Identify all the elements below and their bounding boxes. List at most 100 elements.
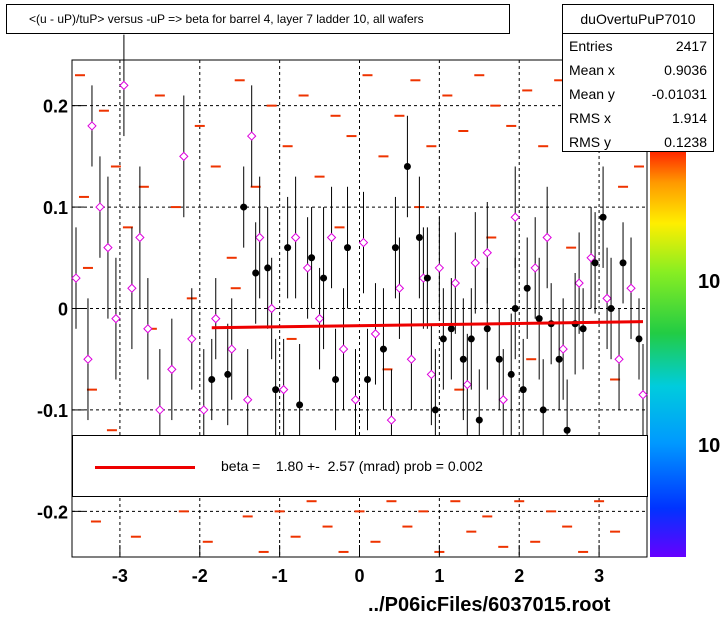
colorbar-label-upper: 10 (698, 271, 720, 293)
magenta-point (602, 293, 612, 304)
magenta-point (211, 313, 221, 324)
black-point (296, 401, 304, 409)
plot-title: <(u - uP)/tuP> versus -uP => beta for ba… (29, 12, 424, 26)
black-point (252, 269, 260, 277)
magenta-point (242, 395, 253, 405)
magenta-point (638, 390, 648, 400)
magenta-point (406, 354, 417, 364)
stats-label: Mean x (569, 62, 615, 78)
black-point (224, 370, 232, 378)
magenta-point (530, 263, 540, 273)
black-point (475, 416, 483, 424)
black-point (403, 163, 411, 170)
black-point (519, 386, 527, 394)
black-point (308, 254, 316, 262)
stats-row: RMS y 0.1238 (563, 130, 713, 154)
magenta-point (167, 364, 177, 375)
black-point (511, 305, 519, 312)
stats-value: 2417 (675, 38, 707, 54)
magenta-point (586, 253, 596, 263)
x-tick-label: 0 (354, 566, 364, 586)
magenta-point (227, 344, 237, 354)
magenta-point (87, 121, 97, 131)
black-point (379, 345, 387, 353)
stats-label: Entries (569, 38, 613, 54)
black-point (431, 406, 439, 414)
magenta-point (278, 384, 289, 395)
x-tick-label: -3 (112, 566, 128, 586)
stats-row: Entries 2417 (563, 34, 713, 58)
magenta-point (326, 232, 337, 243)
magenta-point (179, 151, 189, 162)
black-point (599, 213, 607, 221)
black-point (439, 335, 447, 343)
black-point (264, 264, 272, 272)
magenta-point (95, 202, 105, 212)
magenta-point (450, 278, 461, 288)
stats-value: 0.1238 (664, 134, 707, 150)
fit-line (211, 320, 644, 330)
magenta-point (426, 369, 437, 380)
black-point (208, 376, 216, 383)
black-point (483, 325, 491, 333)
black-point (507, 370, 515, 378)
stats-label: RMS x (569, 110, 611, 126)
y-tick-label: -0.1 (37, 401, 68, 421)
black-point (447, 325, 455, 333)
magenta-point (254, 232, 265, 243)
stats-value: 1.914 (671, 110, 707, 126)
magenta-point (199, 405, 209, 415)
magenta-profile-series (71, 34, 648, 471)
x-tick-label: -1 (272, 566, 288, 586)
legend-fit-text: beta = 1.80 +- 2.57 (mrad) prob = 0.002 (221, 458, 483, 474)
magenta-point (370, 329, 381, 339)
stats-label: Mean y (569, 86, 615, 102)
black-point (619, 259, 627, 267)
black-point (320, 274, 328, 282)
black-point (363, 376, 371, 383)
y-tick-label: 0.1 (43, 198, 68, 218)
magenta-point (482, 248, 492, 258)
black-point (495, 355, 503, 363)
magenta-point (135, 232, 145, 243)
black-point (332, 376, 340, 383)
black-point (344, 244, 352, 252)
black-point (240, 203, 248, 211)
y-tick-label: 0 (58, 300, 68, 320)
magenta-point (187, 334, 197, 344)
magenta-point (246, 131, 257, 141)
magenta-point (510, 212, 520, 222)
magenta-point (558, 344, 568, 354)
black-point (607, 305, 615, 312)
magenta-point (111, 313, 121, 324)
magenta-point (350, 395, 361, 405)
black-point (579, 325, 587, 333)
histogram-marks (74, 74, 645, 553)
x-tick-label: 2 (514, 566, 524, 586)
stats-row: Mean y -0.01031 (563, 82, 713, 106)
magenta-point (143, 324, 153, 334)
black-point (272, 386, 280, 394)
magenta-point (127, 283, 137, 293)
legend-line-swatch (95, 466, 195, 469)
stats-value: 0.9036 (664, 62, 707, 78)
magenta-point (614, 354, 624, 364)
x-tick-label: 1 (434, 566, 444, 586)
stats-row: Mean x 0.9036 (563, 58, 713, 82)
magenta-point (103, 242, 113, 253)
magenta-point (119, 80, 129, 91)
black-point (423, 274, 431, 282)
black-point (635, 335, 643, 343)
magenta-point (290, 232, 301, 243)
stats-label: RMS y (569, 134, 611, 150)
magenta-point (302, 263, 313, 273)
axes: -3 -2 -1 0 1 2 3 -0.2 -0.1 0 0.1 0.2 (37, 97, 604, 586)
y-tick-label: -0.2 (37, 502, 68, 522)
y-tick-label: 0.2 (43, 97, 68, 117)
stats-value: -0.01031 (651, 86, 707, 102)
black-point (415, 234, 423, 241)
plot-title-box: <(u - uP)/tuP> versus -uP => beta for ba… (6, 4, 510, 34)
black-point (591, 259, 599, 267)
